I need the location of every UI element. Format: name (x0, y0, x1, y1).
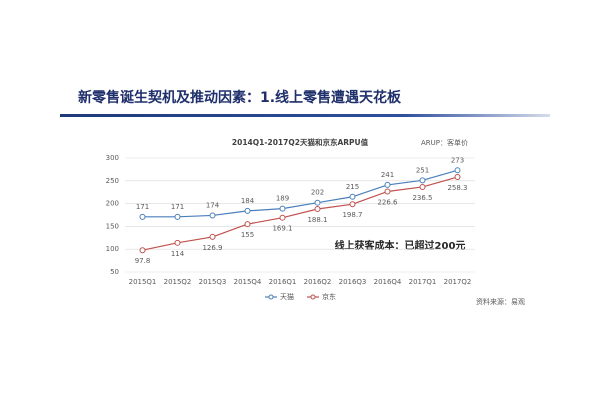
series-line (142, 176, 458, 251)
source: 资料来源：易观 (476, 297, 525, 306)
point (174, 239, 181, 246)
x-tick-label: 2016Q4 (374, 278, 402, 286)
x-tick-label: 2015Q1 (129, 278, 157, 286)
point (454, 174, 461, 181)
point (139, 213, 146, 220)
unit-note: ARUP：客单价 (421, 138, 468, 147)
x-tick-label: 2016Q2 (304, 278, 332, 286)
legend-label: 京东 (322, 292, 336, 301)
y-tick-label: 200 (106, 200, 119, 208)
data-label: 188.1 (307, 216, 327, 224)
point (314, 199, 321, 206)
y-tick-label: 250 (106, 177, 119, 185)
title-rule (60, 114, 550, 117)
data-label: 171 (171, 203, 184, 211)
point (349, 201, 356, 208)
x-tick-label: 2016Q3 (339, 278, 367, 286)
point (209, 212, 216, 219)
y-tick-label: 50 (110, 268, 119, 276)
point (139, 247, 146, 254)
point (384, 181, 391, 188)
slide-title: 新零售诞生契机及推动因素：1.线上零售遭遇天花板 (78, 89, 402, 106)
data-label: 97.8 (135, 257, 151, 265)
annotation: 线上获客成本：已超过200元 (335, 239, 466, 252)
legend-label: 天猫 (280, 292, 294, 301)
x-tick-label: 2017Q1 (409, 278, 437, 286)
data-label: 251 (416, 166, 429, 174)
point (279, 214, 286, 221)
data-label: 258.3 (447, 184, 467, 192)
y-tick-label: 150 (106, 222, 119, 230)
point (419, 177, 426, 184)
legend-marker (310, 294, 316, 300)
x-tick-label: 2015Q4 (234, 278, 262, 286)
data-label: 155 (241, 231, 254, 239)
x-tick-label: 2016Q1 (269, 278, 297, 286)
data-label: 126.9 (202, 244, 222, 252)
point (279, 205, 286, 212)
y-tick-label: 100 (106, 245, 119, 253)
x-tick-label: 2015Q3 (199, 278, 227, 286)
data-label: 273 (451, 156, 464, 164)
series-line (142, 169, 458, 218)
data-label: 184 (241, 197, 255, 205)
x-tick-label: 2015Q2 (164, 278, 192, 286)
data-label: 174 (206, 201, 220, 209)
chart-title: 2014Q1-2017Q2天猫和京东ARPU值 (232, 137, 369, 147)
y-tick-label: 300 (106, 154, 119, 162)
data-label: 171 (136, 203, 149, 211)
point (454, 167, 461, 174)
point (349, 193, 356, 200)
data-label: 226.6 (377, 198, 398, 206)
point (209, 233, 216, 240)
data-label: 114 (171, 250, 185, 258)
data-label: 202 (311, 189, 324, 197)
point (314, 206, 321, 213)
data-label: 198.7 (342, 211, 362, 219)
point (244, 221, 251, 228)
point (419, 183, 426, 190)
data-label: 189 (276, 195, 289, 203)
data-label: 169.1 (272, 225, 292, 233)
point (244, 207, 251, 214)
legend-marker (268, 294, 274, 300)
data-label: 215 (346, 183, 359, 191)
point (174, 213, 181, 220)
point (384, 188, 391, 195)
x-tick-label: 2017Q2 (444, 278, 472, 286)
data-label: 236.5 (412, 194, 432, 202)
data-label: 241 (381, 171, 394, 179)
